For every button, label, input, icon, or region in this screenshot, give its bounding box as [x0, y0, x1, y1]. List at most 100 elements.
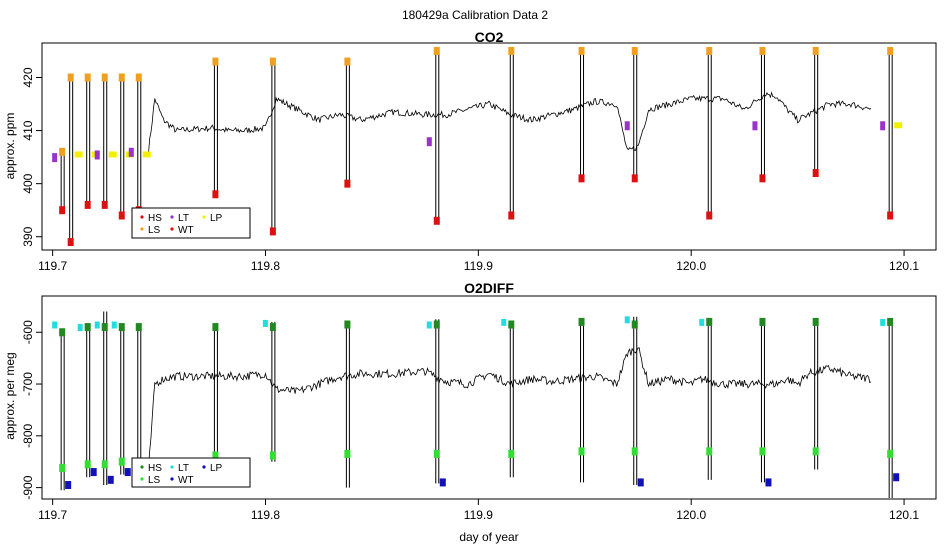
co2-hs-points	[508, 211, 515, 220]
co2-hs-points	[101, 200, 108, 209]
o2diff-x-tick-label: 119.7	[38, 508, 67, 522]
o2diff-ls-points	[101, 460, 108, 469]
co2-legend-label-hs: HS	[148, 213, 162, 224]
co2-lt-points	[752, 121, 758, 131]
co2-lt-points	[94, 150, 100, 160]
o2diff-lt-points	[52, 321, 58, 329]
o2diff-data-layer	[52, 311, 900, 498]
co2-ls-points	[67, 73, 74, 82]
co2-baseline-trace	[148, 91, 872, 156]
o2diff-x-tick-label: 119.8	[251, 508, 280, 522]
co2-legend-marker-lp	[202, 215, 206, 219]
o2diff-ls-points	[118, 457, 125, 466]
o2diff-wt-points	[637, 478, 644, 487]
co2-y-tick-label: 420	[21, 67, 35, 87]
o2diff-legend-label-hs: HS	[148, 463, 162, 474]
o2diff-y-tick-label: -700	[21, 372, 35, 396]
o2diff-legend-marker-wt	[170, 477, 174, 481]
co2-lp-points	[108, 151, 117, 158]
o2diff-legend-label-lt: LT	[178, 463, 189, 474]
o2diff-lt-points	[699, 318, 705, 326]
co2-ls-points	[118, 73, 125, 82]
co2-legend-marker-lt	[170, 215, 174, 219]
o2diff-wt-points	[893, 473, 900, 482]
co2-legend-marker-ls	[140, 227, 144, 231]
co2-legend-label-wt: WT	[178, 225, 194, 236]
o2diff-lt-points	[77, 324, 83, 332]
o2diff-wt-points	[65, 481, 72, 490]
co2-ls-points	[344, 57, 351, 66]
co2-panel-title: CO2	[475, 29, 504, 45]
o2diff-lt-points	[501, 318, 507, 326]
co2-legend-label-lp: LP	[210, 213, 223, 224]
o2diff-lt-points	[262, 319, 268, 327]
co2-x-tick-label: 120.0	[676, 259, 706, 273]
o2diff-lt-points	[426, 321, 432, 329]
co2-ls-points	[887, 46, 894, 55]
o2diff-hs-points	[344, 320, 351, 329]
co2-ls-points	[101, 73, 108, 82]
co2-x-tick-label: 119.9	[464, 259, 493, 273]
o2diff-hs-points	[631, 320, 638, 329]
o2diff-hs-points	[101, 323, 108, 332]
o2diff-lt-points	[624, 316, 630, 324]
o2diff-hs-points	[887, 317, 894, 326]
co2-hs-points	[759, 174, 766, 183]
o2diff-wt-points	[107, 475, 114, 484]
co2-y-tick-label: 410	[21, 120, 35, 140]
o2diff-legend-label-ls: LS	[148, 475, 161, 486]
co2-ls-points	[759, 46, 766, 55]
o2diff-wt-points	[124, 468, 131, 477]
o2diff-legend-marker-lp	[202, 465, 206, 469]
co2-x-tick-label: 119.7	[38, 259, 67, 273]
co2-plot-frame	[41, 42, 937, 251]
o2diff-ls-points	[812, 447, 819, 456]
co2-y-tick-label: 390	[21, 226, 35, 246]
o2diff-hs-points	[578, 317, 585, 326]
o2diff-hs-points	[118, 323, 125, 332]
o2diff-x-tick-label: 120.1	[889, 508, 919, 522]
co2-data-layer	[52, 46, 903, 247]
co2-lt-points	[624, 121, 630, 131]
co2-hs-points	[269, 227, 276, 236]
o2diff-legend-marker-ls	[140, 477, 144, 481]
o2diff-ls-points	[212, 451, 219, 460]
co2-lt-points	[426, 137, 432, 147]
o2diff-legend-label-lp: LP	[210, 463, 223, 474]
co2-hs-points	[212, 190, 219, 199]
co2-lp-points	[74, 151, 83, 158]
o2diff-hs-points	[135, 323, 142, 332]
o2diff-lt-points	[111, 321, 117, 329]
co2-ls-points	[84, 73, 91, 82]
o2diff-y-tick-label: -600	[21, 320, 35, 344]
x-axis-label: day of year	[459, 530, 518, 544]
o2diff-wt-points	[765, 478, 772, 487]
o2diff-y-axis-label: approx. per meg	[3, 352, 17, 439]
co2-y-tick-label: 400	[21, 173, 35, 193]
co2-ls-points	[433, 46, 440, 55]
o2diff-x-tick-label: 120.0	[676, 508, 706, 522]
co2-lp-points	[142, 151, 151, 158]
o2diff-hs-points	[84, 323, 91, 332]
co2-ls-points	[135, 73, 142, 82]
o2diff-legend-box	[131, 457, 251, 488]
o2diff-hs-points	[706, 317, 713, 326]
o2diff-hs-points	[212, 323, 219, 332]
o2diff-x-tick-label: 119.9	[464, 508, 493, 522]
co2-ls-points	[269, 57, 276, 66]
co2-x-tick-label: 120.1	[889, 259, 919, 273]
o2diff-ls-points	[344, 449, 351, 458]
o2diff-wt-points	[439, 478, 446, 487]
co2-hs-points	[706, 211, 713, 220]
o2diff-wt-points	[90, 468, 97, 477]
co2-ls-points	[578, 46, 585, 55]
o2diff-ls-points	[578, 447, 585, 456]
o2diff-ls-points	[269, 451, 276, 460]
o2diff-panel-title: O2DIFF	[464, 280, 514, 296]
co2-hs-points	[84, 200, 91, 209]
o2diff-plot-frame	[41, 295, 937, 500]
co2-hs-points	[344, 179, 351, 188]
